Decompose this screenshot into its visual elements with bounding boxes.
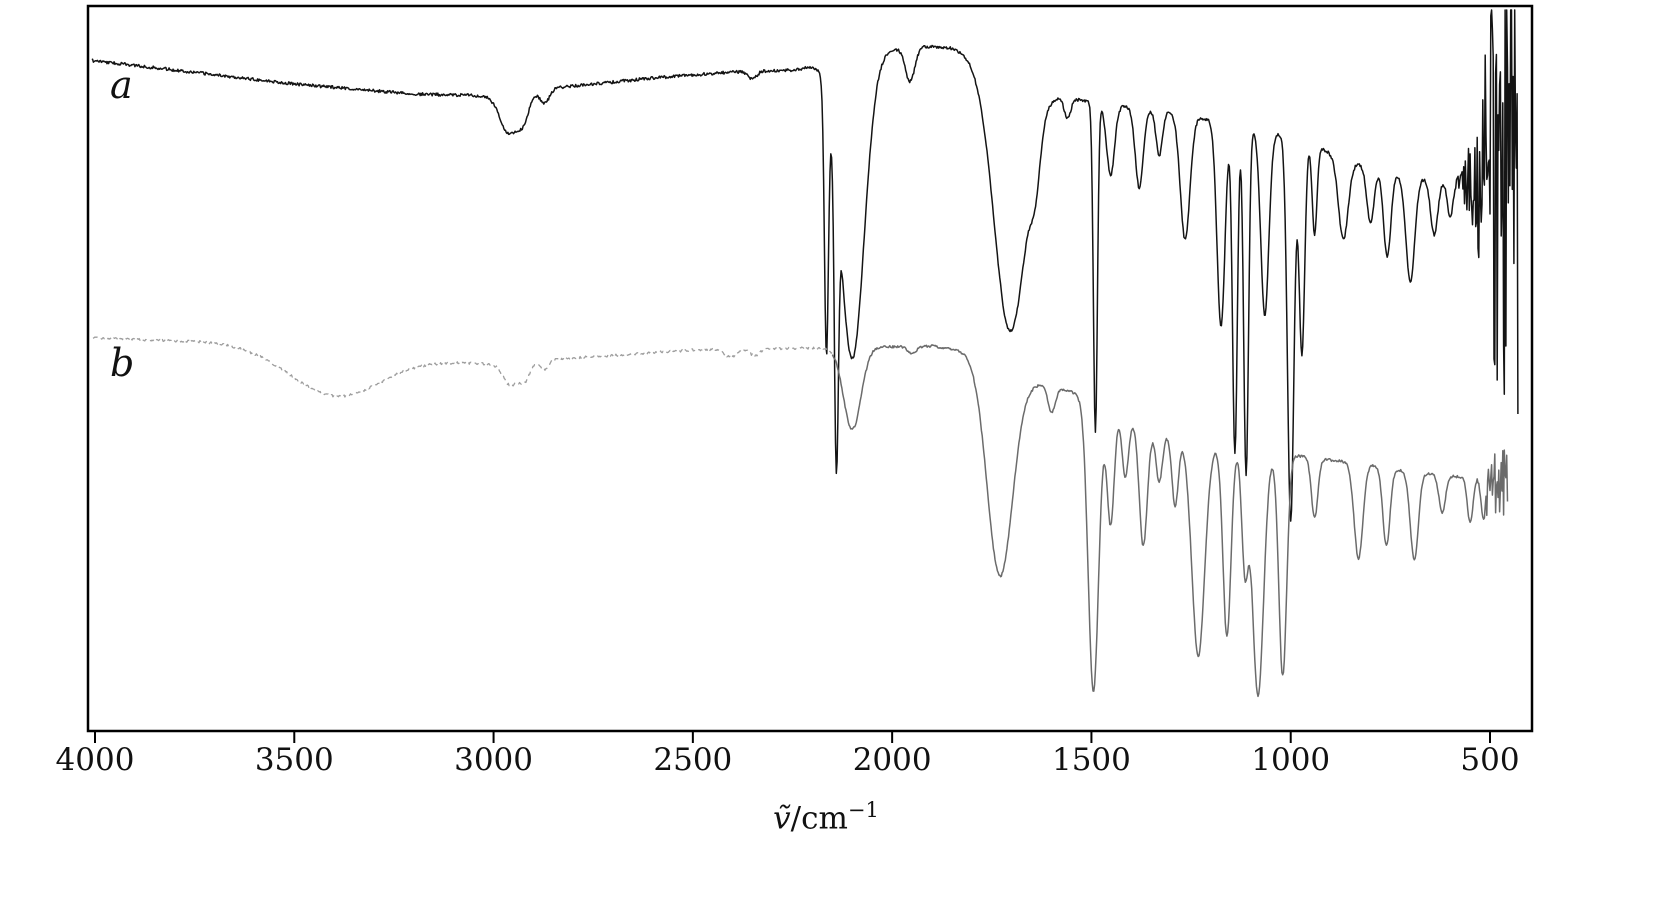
spectrum-trace-b xyxy=(831,344,1509,698)
wavenumber-exponent: −1 xyxy=(847,798,879,822)
x-axis-label: ṽ/cm−1 xyxy=(773,798,879,836)
x-tick-label-3000: 3000 xyxy=(454,742,534,778)
x-tick-label-1500: 1500 xyxy=(1051,742,1131,778)
x-tick-label-500: 500 xyxy=(1460,742,1520,778)
x-tick-label-2500: 2500 xyxy=(653,742,733,778)
wavenumber-unit: /cm xyxy=(790,800,848,837)
x-tick-label-2000: 2000 xyxy=(852,742,932,778)
wavenumber-symbol: ṽ xyxy=(773,800,791,837)
x-tick-label-1000: 1000 xyxy=(1251,742,1331,778)
spectrum-trace-b xyxy=(92,336,833,398)
plot-frame xyxy=(86,4,1534,733)
x-tick-label-4000: 4000 xyxy=(55,742,135,778)
series-label-b: b xyxy=(110,341,135,385)
x-axis-tick-labels: 4000 3500 3000 2500 2000 1500 1000 500 xyxy=(0,742,1665,784)
x-tick-label-3500: 3500 xyxy=(254,742,334,778)
spectrum-trace-a xyxy=(91,9,1519,522)
series-label-a: a xyxy=(110,63,133,107)
